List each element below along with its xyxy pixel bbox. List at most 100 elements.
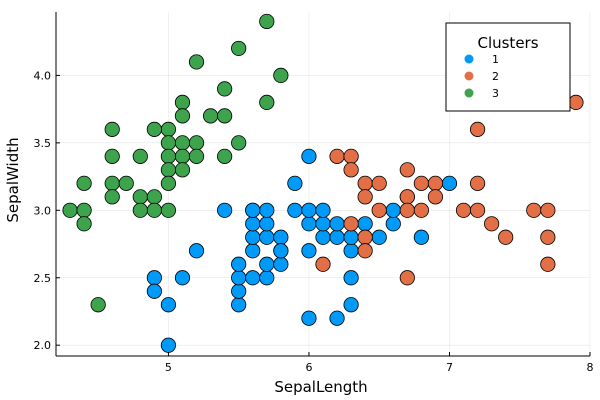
data-point-series-3: [132, 148, 148, 164]
y-tick-label: 3.5: [34, 137, 52, 150]
data-point-series-2: [484, 216, 500, 232]
data-point-series-2: [357, 189, 373, 205]
data-point-series-3: [160, 135, 177, 151]
axes: 5 6 7 8 2.0 2.5 3.0 3.5 4.0: [34, 12, 594, 374]
y-tick-label: 3.0: [34, 204, 52, 217]
x-tick-label: 8: [587, 361, 594, 374]
data-point-series-3: [174, 135, 191, 151]
legend-label-3: 3: [492, 87, 499, 100]
data-point-series-2: [413, 175, 429, 191]
legend-marker-1: [464, 54, 474, 64]
data-point-series-3: [160, 121, 177, 137]
data-point-series-3: [90, 297, 106, 313]
data-point-series-1: [245, 229, 261, 245]
data-point-series-1: [287, 202, 303, 218]
data-point-series-3: [146, 202, 162, 218]
data-point-series-3: [231, 135, 247, 151]
data-point-series-3: [217, 108, 233, 124]
x-tick-label: 6: [305, 361, 312, 374]
data-point-series-3: [160, 202, 177, 218]
data-point-series-1: [146, 270, 162, 286]
data-point-series-3: [146, 121, 162, 137]
data-point-series-1: [259, 270, 275, 286]
data-point-series-3: [104, 189, 120, 205]
y-tick-label: 4.0: [34, 69, 52, 82]
data-point-series-1: [245, 270, 261, 286]
data-point-series-3: [188, 148, 205, 164]
legend-label-1: 1: [492, 53, 499, 66]
data-point-series-3: [231, 40, 247, 57]
data-point-series-1: [343, 270, 359, 286]
data-point-series-1: [188, 243, 205, 259]
data-point-series-1: [146, 283, 162, 299]
data-point-series-3: [62, 202, 78, 218]
data-point-series-1: [315, 216, 331, 232]
x-tick-label: 7: [446, 361, 453, 374]
data-point-series-1: [441, 175, 458, 191]
data-point-series-2: [498, 229, 514, 245]
data-point-series-3: [76, 202, 92, 218]
data-point-series-2: [469, 175, 486, 191]
data-point-series-1: [273, 243, 289, 259]
data-point-series-3: [188, 54, 205, 70]
x-tick-label: 5: [165, 361, 172, 374]
data-point-series-1: [287, 175, 303, 191]
data-point-series-3: [174, 94, 191, 110]
x-axis-title: SepalLength: [274, 378, 367, 396]
data-point-series-1: [329, 216, 345, 232]
data-point-series-1: [301, 202, 317, 218]
data-point-series-2: [329, 148, 345, 164]
data-point-series-1: [385, 202, 401, 218]
data-point-series-2: [343, 216, 359, 232]
legend-title: Clusters: [477, 34, 538, 52]
legend-marker-2: [464, 71, 474, 81]
data-point-series-1: [231, 297, 247, 313]
data-point-series-2: [427, 175, 444, 191]
data-point-series-1: [357, 216, 373, 232]
data-point-series-2: [455, 202, 472, 218]
y-tick-label: 2.5: [34, 272, 52, 285]
data-point-series-3: [174, 108, 191, 124]
data-point-series-2: [315, 256, 331, 272]
data-point-series-3: [132, 202, 148, 218]
data-point-series-2: [526, 202, 542, 218]
data-point-series-3: [188, 135, 205, 151]
data-point-series-1: [160, 337, 177, 353]
data-point-series-1: [301, 310, 317, 326]
data-point-series-3: [273, 67, 289, 84]
data-point-series-1: [315, 202, 331, 218]
data-point-series-2: [343, 162, 359, 178]
data-points: [62, 13, 584, 353]
data-point-series-1: [217, 202, 233, 218]
data-point-series-3: [104, 148, 120, 164]
data-point-series-3: [76, 175, 92, 191]
legend-label-2: 2: [492, 70, 499, 83]
data-point-series-1: [231, 283, 247, 299]
data-point-series-2: [540, 202, 556, 218]
data-point-series-2: [357, 175, 373, 191]
data-point-series-3: [76, 216, 92, 232]
data-point-series-3: [104, 175, 120, 191]
data-point-series-2: [399, 270, 415, 286]
data-point-series-1: [301, 148, 317, 164]
data-point-series-2: [568, 94, 584, 110]
data-point-series-1: [273, 229, 289, 245]
data-point-series-3: [104, 121, 120, 137]
data-point-series-1: [343, 243, 359, 259]
data-point-series-1: [259, 202, 275, 218]
data-point-series-1: [259, 256, 275, 272]
data-point-series-1: [301, 216, 317, 232]
data-point-series-2: [357, 229, 373, 245]
data-point-series-3: [217, 148, 233, 164]
data-point-series-3: [160, 162, 177, 178]
data-point-series-1: [245, 243, 261, 259]
y-tick-label: 2.0: [34, 339, 52, 352]
data-point-series-1: [245, 202, 261, 218]
data-point-series-2: [371, 175, 387, 191]
data-point-series-2: [427, 189, 444, 205]
data-point-series-1: [371, 229, 387, 245]
data-point-series-3: [259, 94, 275, 110]
data-point-series-2: [399, 202, 415, 218]
data-point-series-1: [343, 229, 359, 245]
